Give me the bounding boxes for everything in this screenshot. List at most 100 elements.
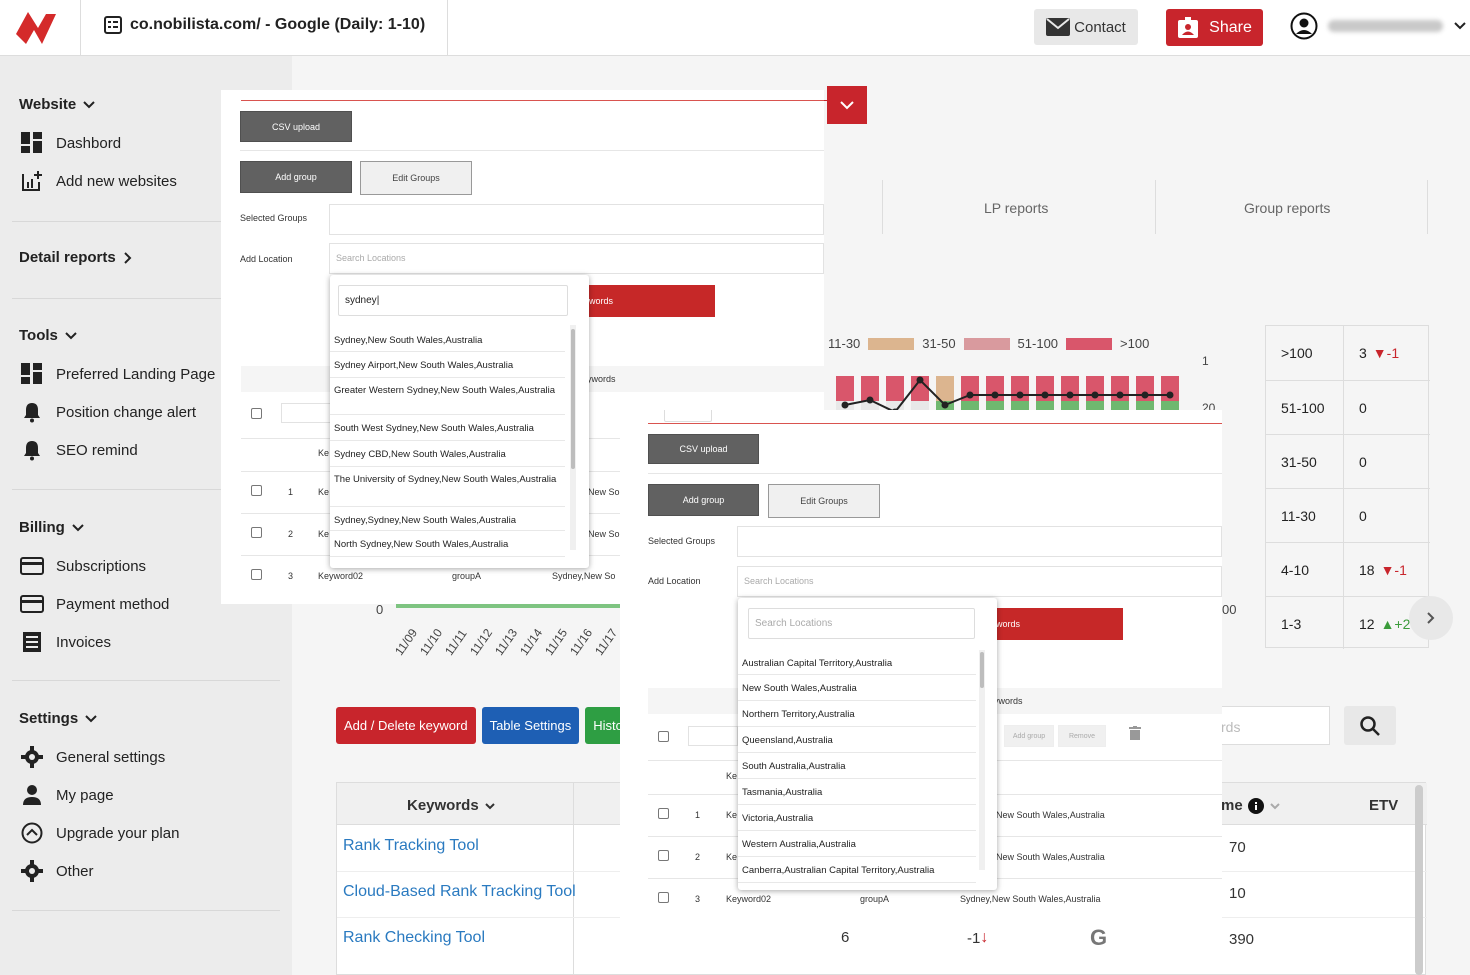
sidebar-item-general-settings[interactable]: General settings [20, 746, 165, 768]
row-number: 2 [288, 529, 294, 539]
chart-point[interactable] [866, 396, 874, 404]
edit-groups-button[interactable]: Edit Groups [768, 484, 880, 518]
location-option[interactable]: Victoria,Australia [738, 805, 976, 831]
csv-upload-button[interactable]: CSV upload [240, 111, 352, 142]
add-keywords-button[interactable]: words [585, 285, 715, 317]
sidebar-item-upgrade-plan[interactable]: Upgrade your plan [20, 822, 179, 844]
filter-input[interactable] [281, 403, 331, 423]
user-menu[interactable] [1290, 12, 1467, 40]
location-option[interactable]: Greater Western Sydney,New South Wales,A… [330, 378, 565, 415]
keyword-link[interactable]: Rank Checking Tool [343, 929, 486, 946]
next-arrow-button[interactable] [1409, 596, 1453, 640]
add-group-button[interactable]: Add group [240, 161, 352, 193]
select-all-checkbox[interactable] [251, 408, 262, 419]
chart-point[interactable] [841, 401, 849, 409]
chart-point[interactable] [1041, 391, 1049, 399]
sidebar-section-website[interactable]: Website [19, 96, 96, 113]
location-option[interactable]: South West Sydney,New South Wales,Austra… [330, 415, 565, 441]
sidebar-section-tools[interactable]: Tools [19, 327, 78, 344]
location-option[interactable]: Northern Territory,Australia [738, 701, 976, 727]
dropdown-scrollbar[interactable] [979, 650, 985, 870]
add-group-button[interactable]: Add group [648, 484, 759, 516]
tab-group-reports[interactable]: Group reports [1244, 200, 1331, 216]
selected-groups-input[interactable] [329, 204, 824, 235]
keyword-link[interactable]: Rank Tracking Tool [343, 837, 479, 854]
sidebar-item-dashboard[interactable]: Dashbord [20, 132, 121, 154]
location-option[interactable]: Queensland,Australia [738, 727, 976, 753]
chart-point[interactable] [1016, 391, 1024, 399]
location-option[interactable]: Tasmania,Australia [738, 779, 976, 805]
sidebar-section-settings[interactable]: Settings [19, 710, 98, 727]
website-dropdown-button[interactable] [827, 86, 867, 124]
add-location-input[interactable]: Search Locations [329, 243, 824, 274]
sidebar-section-detail-reports[interactable]: Detail reports [19, 249, 134, 266]
location-option[interactable]: Sydney CBD,New South Wales,Australia [330, 441, 565, 467]
select-all-checkbox[interactable] [658, 731, 669, 742]
row-checkbox[interactable] [251, 527, 262, 538]
chart-point[interactable] [916, 376, 924, 384]
search-button[interactable] [1344, 706, 1396, 745]
sidebar-section-billing[interactable]: Billing [19, 519, 85, 536]
location-option[interactable]: North Sydney,New South Wales,Australia [330, 531, 565, 557]
row-checkbox[interactable] [658, 808, 669, 819]
sidebar-item-preferred-landing-page[interactable]: Preferred Landing Page [20, 363, 215, 385]
location-option[interactable]: Sydney,Sydney,New South Wales,Australia [330, 507, 565, 531]
sidebar-item-subscriptions[interactable]: Subscriptions [20, 555, 146, 577]
row-checkbox[interactable] [658, 892, 669, 903]
location-option[interactable]: Australian Capital Territory,Australia [738, 650, 976, 675]
trash-icon[interactable] [1129, 726, 1141, 740]
sidebar-item-invoices[interactable]: Invoices [20, 631, 111, 653]
row-checkbox[interactable] [251, 569, 262, 580]
info-icon [1247, 797, 1264, 814]
site-selector[interactable]: co.nobilista.com/ - Google (Daily: 1-10) [104, 16, 425, 34]
chart-point[interactable] [1116, 391, 1124, 399]
remove-button[interactable]: Remove [1058, 725, 1106, 747]
chart-point[interactable] [1066, 391, 1074, 399]
chart-point[interactable] [1091, 391, 1099, 399]
row-checkbox[interactable] [658, 850, 669, 861]
row-checkbox[interactable] [251, 485, 262, 496]
rank-count: 0 [1359, 454, 1367, 470]
volume-column-header[interactable]: me [1221, 797, 1281, 814]
sidebar-item-seo-remind[interactable]: SEO remind [20, 439, 138, 461]
location-option[interactable]: South Australia,Australia [738, 753, 976, 779]
sidebar-item-payment-method[interactable]: Payment method [20, 593, 169, 615]
location-search-input[interactable]: Search Locations [748, 608, 975, 639]
add-keywords-button[interactable]: words [992, 608, 1123, 640]
location-option[interactable]: Sydney,New South Wales,Australia [330, 327, 565, 352]
location-option[interactable]: Canberra,Australian Capital Territory,Au… [738, 857, 976, 883]
filter-input-top[interactable] [664, 410, 712, 422]
chart-point[interactable] [1166, 391, 1174, 399]
selected-groups-input[interactable] [737, 526, 1222, 557]
sidebar-item-other[interactable]: Other [20, 860, 94, 882]
chart-point[interactable] [966, 391, 974, 399]
add-delete-keyword-button[interactable]: Add / Delete keyword [336, 707, 476, 744]
edit-groups-button[interactable]: Edit Groups [360, 161, 472, 195]
sidebar-item-position-change-alert[interactable]: Position change alert [20, 401, 196, 423]
csv-upload-button[interactable]: CSV upload [648, 434, 759, 464]
etv-column-header[interactable]: ETV [1369, 797, 1399, 814]
contact-button[interactable]: Contact [1034, 9, 1138, 45]
add-location-input[interactable]: Search Locations [737, 566, 1222, 597]
add-group-small-button[interactable]: Add group [1004, 725, 1054, 747]
location-option[interactable]: Sydney Airport,New South Wales,Australia [330, 352, 565, 378]
keywords-column-header[interactable]: Keywords [407, 797, 496, 814]
chart-point[interactable] [941, 401, 949, 409]
table-scrollbar[interactable] [1415, 785, 1423, 975]
table-settings-button[interactable]: Table Settings [481, 707, 580, 744]
tab-lp-reports[interactable]: LP reports [984, 200, 1049, 216]
dropdown-scrollbar[interactable] [570, 325, 576, 550]
keyword-link[interactable]: Cloud-Based Rank Tracking Tool [343, 883, 576, 900]
nobilista-logo-icon[interactable] [12, 4, 60, 52]
share-button[interactable]: Share [1166, 9, 1263, 46]
sidebar-item-my-page[interactable]: My page [20, 784, 114, 806]
sidebar-item-add-websites[interactable]: Add new websites [20, 170, 177, 192]
chart-point[interactable] [991, 391, 999, 399]
location-search-input[interactable]: sydney| [338, 285, 568, 316]
chart-point[interactable] [1141, 391, 1149, 399]
location-option[interactable]: Western Australia,Australia [738, 831, 976, 857]
location-option[interactable]: The University of Sydney,New South Wales… [330, 467, 565, 507]
invoice-icon [20, 631, 44, 653]
filter-input[interactable] [688, 726, 738, 746]
location-option[interactable]: New South Wales,Australia [738, 675, 976, 701]
